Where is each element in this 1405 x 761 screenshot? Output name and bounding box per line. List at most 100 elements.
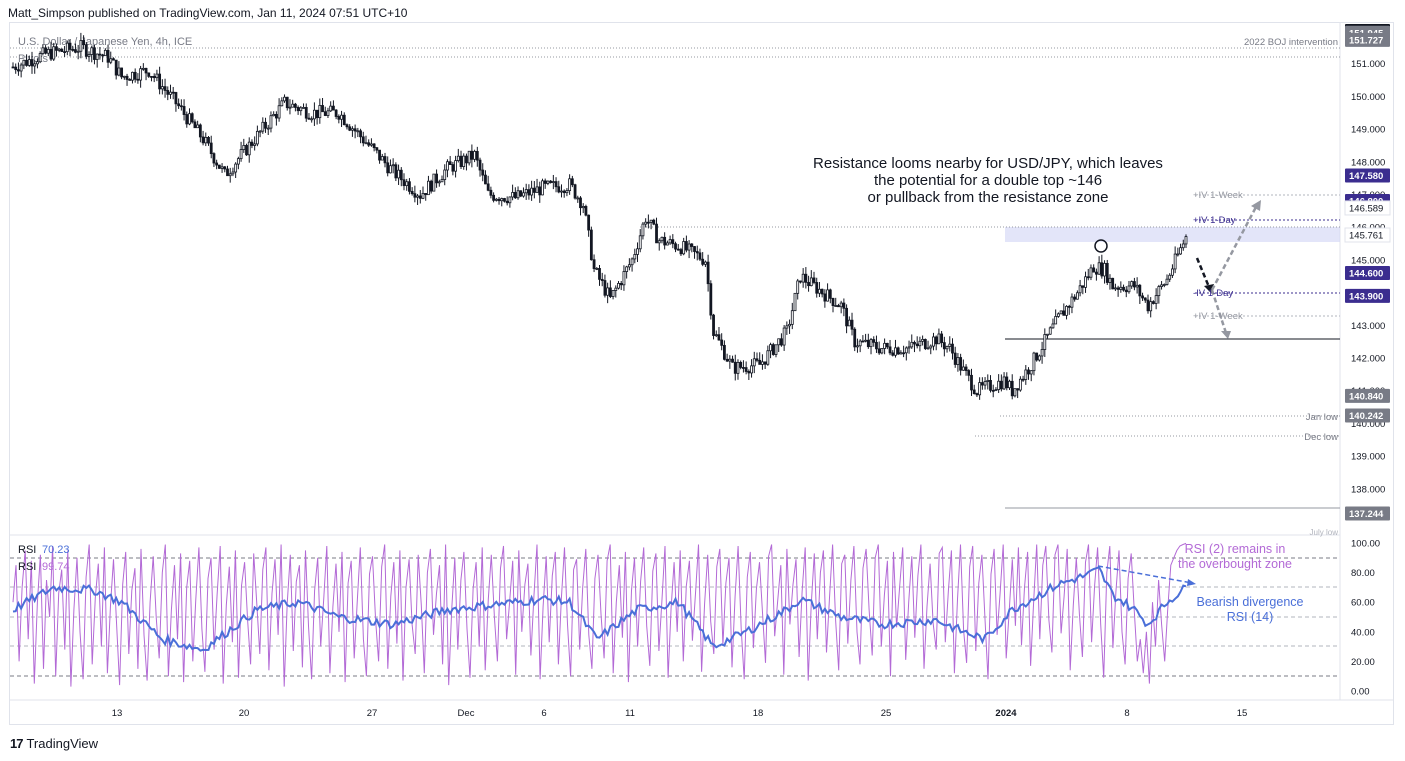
candle-body (617, 283, 620, 289)
candle-body (1092, 267, 1096, 273)
candle-body (378, 149, 381, 161)
candle-body (38, 53, 42, 63)
candle-body (823, 293, 827, 302)
candle-body (771, 344, 775, 355)
rsi-axis: 100.00 80.00 60.00 40.00 20.00 0.00 (1351, 539, 1380, 698)
candle-body (660, 236, 664, 242)
candle-body (117, 67, 121, 76)
candle-body (1081, 285, 1085, 288)
candle-body (1111, 277, 1115, 290)
candle-body (416, 195, 419, 198)
candle-body (120, 67, 124, 78)
candle-body (1133, 281, 1136, 288)
candle-body (579, 197, 582, 209)
candle-body (1162, 284, 1166, 286)
candle-body (972, 389, 976, 395)
candle-body (896, 347, 900, 355)
candle-body (370, 143, 373, 146)
footer-brand[interactable]: 17 TradingView (10, 736, 98, 751)
price-tick-label: 151.000 (1351, 59, 1385, 70)
dec-low-label: Dec low (1304, 432, 1338, 443)
candle-body (1089, 267, 1093, 278)
candle-body (614, 287, 618, 291)
candle-body (513, 192, 517, 199)
candle-body (1043, 334, 1047, 350)
candle-body (828, 289, 832, 299)
candle-body (717, 334, 721, 341)
candle-body (902, 352, 906, 355)
price-tag-box (1345, 32, 1390, 47)
candle-body (280, 100, 284, 107)
time-tick-label: 13 (112, 708, 123, 719)
candle-body (310, 118, 314, 121)
candle-body (845, 307, 848, 327)
price-tag-box (1344, 227, 1391, 243)
downside-arrow-head (1221, 331, 1231, 339)
candle-body (1086, 276, 1090, 279)
price-tick-label: 145.000 (1351, 255, 1385, 266)
candle-body (606, 287, 610, 296)
rsi2-note: RSI (2) remains in the overbought zone (1178, 542, 1292, 571)
price-tag-value: 146.589 (1349, 203, 1383, 214)
candle-body (440, 179, 444, 183)
candle-body (470, 150, 474, 160)
candle-body (869, 339, 873, 348)
candle-body (25, 59, 28, 66)
candle-body (467, 150, 471, 164)
candle-body (638, 235, 642, 250)
candle-body (63, 51, 66, 54)
candle-body (1108, 277, 1112, 283)
candle-body (380, 156, 384, 161)
candle-body (1016, 388, 1020, 391)
candle-body (1075, 292, 1079, 300)
candle-body (451, 164, 455, 172)
candle-body (1040, 349, 1044, 357)
candle-body (1013, 388, 1017, 397)
candle-body (511, 192, 515, 198)
candle-body (236, 158, 240, 165)
candle-body (383, 156, 387, 164)
candle-body (885, 342, 889, 348)
candle-body (842, 302, 846, 309)
candle-body (581, 206, 585, 209)
price-tags: 152.000151.945151.727147.580146.800146.5… (1344, 24, 1391, 521)
breakout-arrow-head (1251, 200, 1261, 211)
candle-body (448, 161, 452, 165)
candle-body (274, 113, 278, 119)
candle-body (44, 47, 47, 54)
resistance-note: Resistance looms nearby for USD/JPY, whi… (813, 155, 1163, 206)
candle-body (750, 365, 753, 374)
candle-body (913, 341, 916, 345)
candle-body (1124, 289, 1128, 293)
candle-body (796, 280, 800, 294)
candle-body (98, 53, 102, 56)
rsi2-legend-label: RSI (18, 561, 36, 573)
iv-day-upper-label: +IV 1-Day (1193, 215, 1236, 226)
candle-body (636, 248, 639, 255)
candle-body (815, 282, 819, 294)
candle-body (144, 67, 148, 74)
candle-body (503, 198, 506, 202)
candle-body (19, 64, 23, 72)
candle-body (668, 239, 672, 244)
candle-body (684, 241, 688, 251)
candle-body (698, 252, 702, 260)
candle-body (755, 358, 759, 361)
candle-body (443, 169, 447, 180)
candle-body (323, 111, 327, 116)
candle-body (657, 240, 661, 244)
candle-body (253, 143, 257, 146)
candle-body (1143, 297, 1147, 301)
candle-body (266, 127, 270, 130)
resistance-zone (1005, 227, 1340, 242)
candle-body (418, 195, 422, 199)
candle-body (570, 178, 574, 186)
candle-body (774, 344, 778, 355)
candle-body (714, 334, 718, 337)
candle-body (1152, 301, 1155, 304)
candle-body (560, 190, 563, 193)
candle-body (989, 379, 992, 391)
candle-body (978, 382, 982, 396)
candle-body (834, 305, 838, 307)
